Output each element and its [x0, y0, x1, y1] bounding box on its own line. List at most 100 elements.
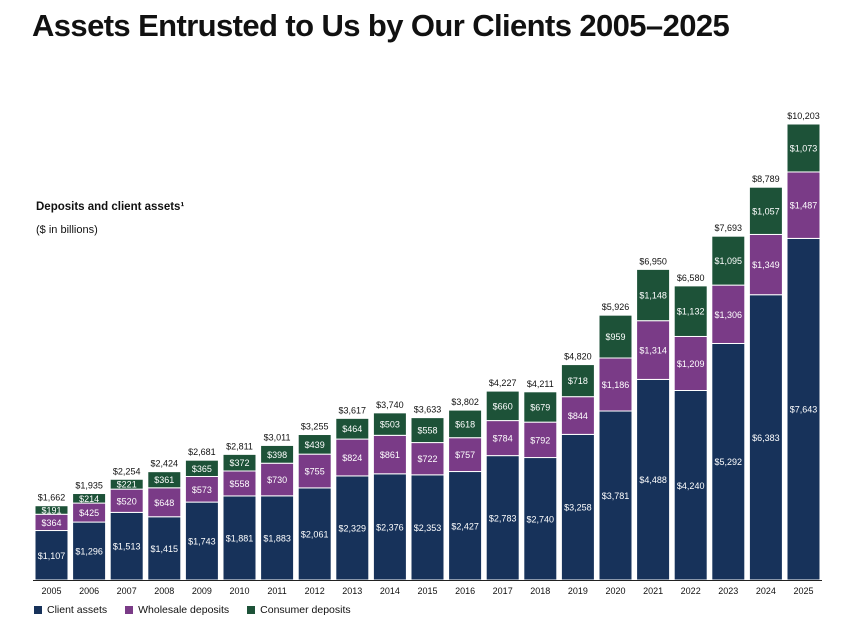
- total-label: $4,227: [489, 378, 517, 388]
- data-label: $618: [455, 419, 475, 429]
- data-label: $679: [530, 402, 550, 412]
- bar-segment-consumer-deposits: [786, 123, 821, 173]
- data-label: $792: [530, 435, 550, 445]
- data-label: $2,329: [339, 523, 367, 533]
- data-label: $4,488: [639, 475, 667, 485]
- data-label: $425: [79, 508, 99, 518]
- data-label: $1,296: [75, 547, 103, 557]
- bar-segment-client-assets: [372, 473, 407, 581]
- bar-segment-consumer-deposits: [448, 409, 483, 439]
- total-label: $6,950: [639, 256, 667, 266]
- data-label: $2,783: [489, 513, 517, 523]
- data-label: $824: [342, 453, 362, 463]
- bar-segment-consumer-deposits: [560, 364, 595, 398]
- data-label: $464: [342, 424, 362, 434]
- legend-label-client-assets: Client assets: [47, 604, 108, 616]
- data-label: $365: [192, 464, 212, 474]
- bar-segment-consumer-deposits: [34, 505, 69, 515]
- data-label: $361: [154, 475, 174, 485]
- bar-segment-consumer-deposits: [523, 391, 558, 423]
- data-label: $1,186: [602, 380, 630, 390]
- bar-segment-wholesale-deposits: [485, 420, 520, 457]
- x-tick-label: 2010: [229, 586, 249, 596]
- bar-segment-consumer-deposits: [711, 235, 746, 286]
- data-label: $364: [41, 518, 61, 528]
- total-label: $3,011: [264, 432, 291, 442]
- data-label: $844: [568, 411, 588, 421]
- total-label: $2,424: [151, 459, 179, 469]
- data-label: $1,743: [188, 537, 216, 547]
- bar-segment-wholesale-deposits: [335, 438, 370, 477]
- bar-segment-wholesale-deposits: [748, 233, 783, 296]
- data-label: $1,314: [639, 346, 667, 356]
- bar-segment-client-assets: [109, 511, 144, 581]
- bar-segment-client-assets: [673, 390, 708, 581]
- data-label: $1,513: [113, 542, 141, 552]
- bar-segment-wholesale-deposits: [147, 487, 182, 518]
- data-label: $6,383: [752, 433, 780, 443]
- bar-segment-client-assets: [448, 471, 483, 581]
- data-label: $660: [493, 401, 513, 411]
- total-label: $3,617: [339, 405, 367, 415]
- bar-segment-client-assets: [335, 475, 370, 581]
- x-tick-label: 2025: [793, 586, 813, 596]
- data-label: $1,095: [715, 256, 743, 266]
- data-label: $372: [229, 458, 249, 468]
- total-label: $10,203: [787, 111, 820, 121]
- data-label: $398: [267, 450, 287, 460]
- bar-segment-consumer-deposits: [184, 459, 219, 477]
- bar-segment-wholesale-deposits: [636, 320, 671, 380]
- total-label: $3,740: [376, 400, 404, 410]
- bar-segment-client-assets: [147, 516, 182, 581]
- total-label: $1,935: [75, 481, 103, 491]
- data-label: $1,209: [677, 359, 705, 369]
- total-label: $5,926: [602, 302, 630, 312]
- bar-segment-consumer-deposits: [109, 478, 144, 490]
- data-label: $573: [192, 485, 212, 495]
- x-tick-label: 2018: [530, 586, 550, 596]
- x-tick-label: 2009: [192, 586, 212, 596]
- chart-title: Assets Entrusted to Us by Our Clients 20…: [32, 8, 730, 43]
- total-label: $3,802: [451, 397, 479, 407]
- data-label: $1,487: [790, 201, 818, 211]
- total-label: $2,811: [226, 441, 253, 451]
- total-label: $8,789: [752, 174, 780, 184]
- units-note: ($ in billions): [36, 224, 98, 236]
- x-tick-label: 2023: [718, 586, 738, 596]
- data-label: $558: [229, 479, 249, 489]
- data-label: $2,061: [301, 529, 329, 539]
- data-label: $191: [41, 505, 61, 515]
- x-tick-label: 2024: [756, 586, 776, 596]
- total-label: $4,211: [527, 379, 554, 389]
- legend-item-client-assets: Client assets: [34, 604, 107, 616]
- total-label: $3,255: [301, 422, 329, 432]
- x-tick-label: 2006: [79, 586, 99, 596]
- data-label: $3,781: [602, 491, 630, 501]
- data-label: $1,073: [790, 143, 818, 153]
- bar-segment-wholesale-deposits: [260, 462, 295, 497]
- data-label: $3,258: [564, 503, 592, 513]
- legend-swatch-consumer-deposits: [247, 606, 256, 614]
- data-label: $1,306: [715, 310, 743, 320]
- bar-segment-consumer-deposits: [598, 314, 633, 359]
- bar-segment-client-assets: [786, 237, 821, 581]
- data-label: $959: [605, 332, 625, 342]
- bar-segment-wholesale-deposits: [448, 437, 483, 473]
- x-tick-label: 2011: [267, 586, 286, 596]
- data-label: $558: [417, 426, 437, 436]
- data-label: $1,415: [151, 544, 179, 554]
- bar-segment-wholesale-deposits: [372, 434, 407, 475]
- data-label: $214: [79, 494, 99, 504]
- data-label: $2,740: [527, 514, 555, 524]
- x-tick-label: 2015: [417, 586, 437, 596]
- x-tick-label: 2022: [681, 586, 701, 596]
- bar-segment-consumer-deposits: [410, 417, 445, 444]
- bar-segment-client-assets: [72, 521, 107, 581]
- data-label: $648: [154, 498, 174, 508]
- data-label: $1,881: [226, 533, 254, 543]
- data-label: $1,057: [752, 206, 780, 216]
- bar-segment-consumer-deposits: [260, 444, 295, 464]
- data-label: $520: [117, 496, 137, 506]
- bar-segment-client-assets: [711, 342, 746, 581]
- data-label: $439: [305, 440, 325, 450]
